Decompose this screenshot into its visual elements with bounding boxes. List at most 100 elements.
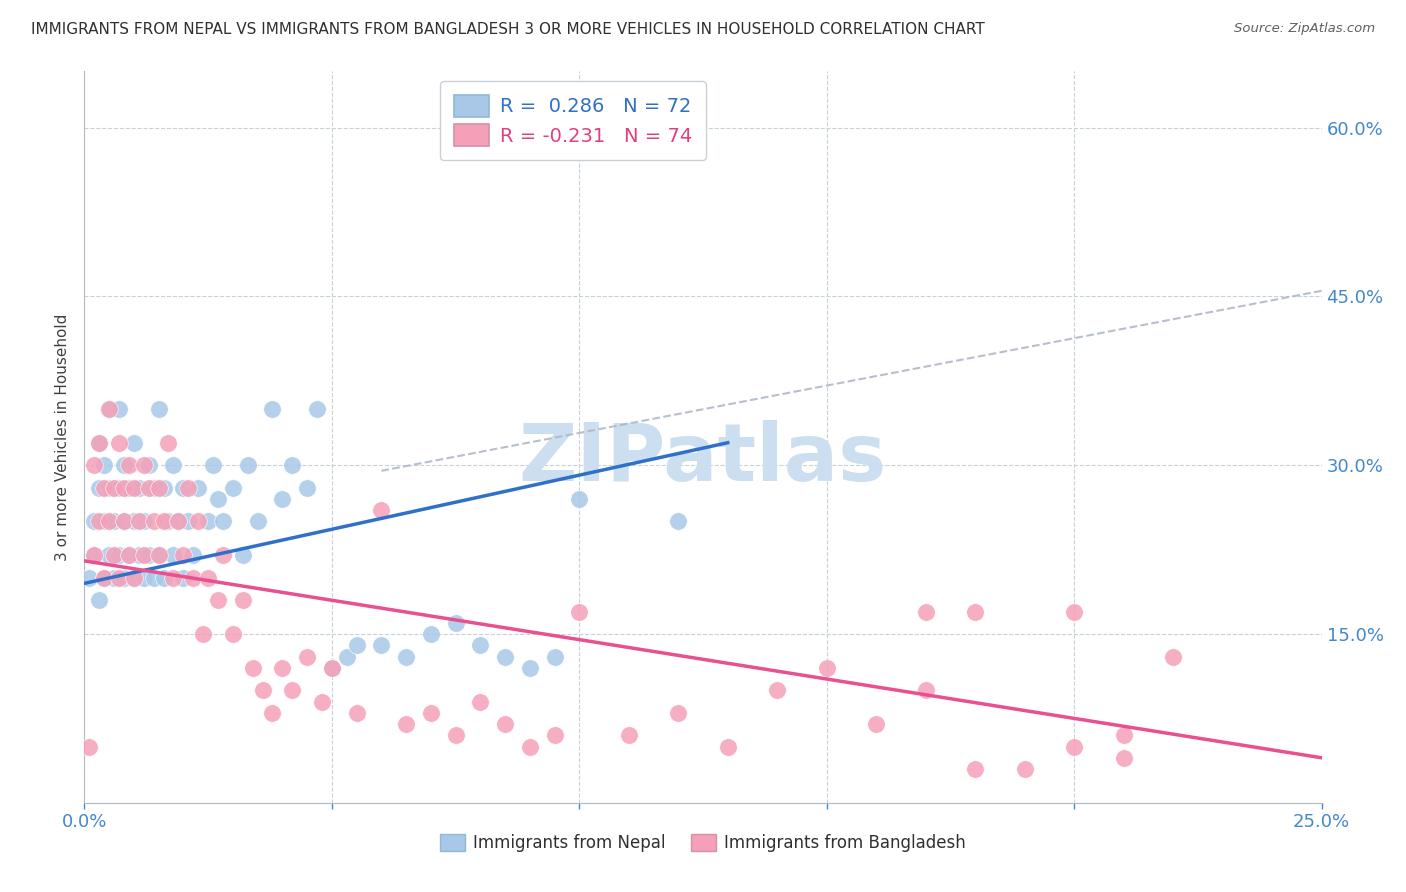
- Point: [177, 515, 200, 529]
- Point: [346, 638, 368, 652]
- Point: [207, 593, 229, 607]
- Point: [543, 728, 565, 742]
- Point: [965, 605, 987, 619]
- Point: [89, 481, 111, 495]
- Point: [207, 491, 229, 506]
- Point: [444, 728, 467, 742]
- Point: [336, 649, 359, 664]
- Point: [112, 515, 135, 529]
- Point: [370, 503, 392, 517]
- Point: [281, 683, 304, 698]
- Point: [118, 481, 141, 495]
- Point: [122, 571, 145, 585]
- Point: [93, 515, 115, 529]
- Point: [108, 548, 131, 562]
- Point: [281, 458, 304, 473]
- Point: [132, 548, 155, 562]
- Point: [122, 481, 145, 495]
- Text: ZIPatlas: ZIPatlas: [519, 420, 887, 498]
- Point: [305, 401, 328, 416]
- Point: [666, 706, 689, 720]
- Point: [246, 515, 269, 529]
- Point: [83, 515, 105, 529]
- Point: [138, 458, 160, 473]
- Point: [232, 548, 254, 562]
- Point: [568, 491, 591, 506]
- Point: [128, 548, 150, 562]
- Point: [222, 627, 245, 641]
- Point: [162, 571, 184, 585]
- Point: [236, 458, 259, 473]
- Point: [172, 571, 194, 585]
- Point: [181, 571, 204, 585]
- Point: [202, 458, 225, 473]
- Point: [470, 694, 492, 708]
- Point: [162, 548, 184, 562]
- Point: [271, 491, 294, 506]
- Point: [1161, 649, 1184, 664]
- Point: [346, 706, 368, 720]
- Point: [311, 694, 333, 708]
- Point: [370, 638, 392, 652]
- Point: [152, 571, 174, 585]
- Point: [172, 481, 194, 495]
- Point: [914, 605, 936, 619]
- Point: [152, 481, 174, 495]
- Point: [83, 548, 105, 562]
- Point: [98, 515, 121, 529]
- Point: [543, 649, 565, 664]
- Point: [148, 401, 170, 416]
- Point: [965, 762, 987, 776]
- Point: [98, 401, 121, 416]
- Point: [93, 481, 115, 495]
- Point: [93, 571, 115, 585]
- Point: [142, 515, 165, 529]
- Point: [142, 481, 165, 495]
- Point: [152, 515, 174, 529]
- Point: [122, 571, 145, 585]
- Point: [128, 481, 150, 495]
- Point: [242, 661, 264, 675]
- Point: [1063, 605, 1085, 619]
- Point: [79, 571, 101, 585]
- Point: [395, 649, 418, 664]
- Text: Source: ZipAtlas.com: Source: ZipAtlas.com: [1234, 22, 1375, 36]
- Point: [103, 481, 125, 495]
- Y-axis label: 3 or more Vehicles in Household: 3 or more Vehicles in Household: [55, 313, 70, 561]
- Point: [157, 435, 180, 450]
- Point: [1112, 728, 1135, 742]
- Point: [132, 515, 155, 529]
- Point: [295, 649, 318, 664]
- Point: [138, 481, 160, 495]
- Point: [128, 515, 150, 529]
- Point: [79, 739, 101, 754]
- Point: [419, 627, 441, 641]
- Point: [148, 548, 170, 562]
- Point: [89, 435, 111, 450]
- Point: [157, 515, 180, 529]
- Point: [83, 458, 105, 473]
- Point: [118, 548, 141, 562]
- Point: [262, 401, 284, 416]
- Point: [162, 458, 184, 473]
- Point: [167, 515, 190, 529]
- Point: [197, 571, 219, 585]
- Legend: Immigrants from Nepal, Immigrants from Bangladesh: Immigrants from Nepal, Immigrants from B…: [432, 825, 974, 860]
- Point: [222, 481, 245, 495]
- Point: [112, 571, 135, 585]
- Point: [112, 481, 135, 495]
- Point: [142, 571, 165, 585]
- Point: [419, 706, 441, 720]
- Point: [865, 717, 887, 731]
- Point: [112, 458, 135, 473]
- Point: [914, 683, 936, 698]
- Point: [89, 593, 111, 607]
- Point: [1063, 739, 1085, 754]
- Point: [717, 739, 740, 754]
- Point: [89, 515, 111, 529]
- Point: [93, 458, 115, 473]
- Point: [98, 548, 121, 562]
- Point: [321, 661, 343, 675]
- Point: [815, 661, 838, 675]
- Point: [187, 515, 209, 529]
